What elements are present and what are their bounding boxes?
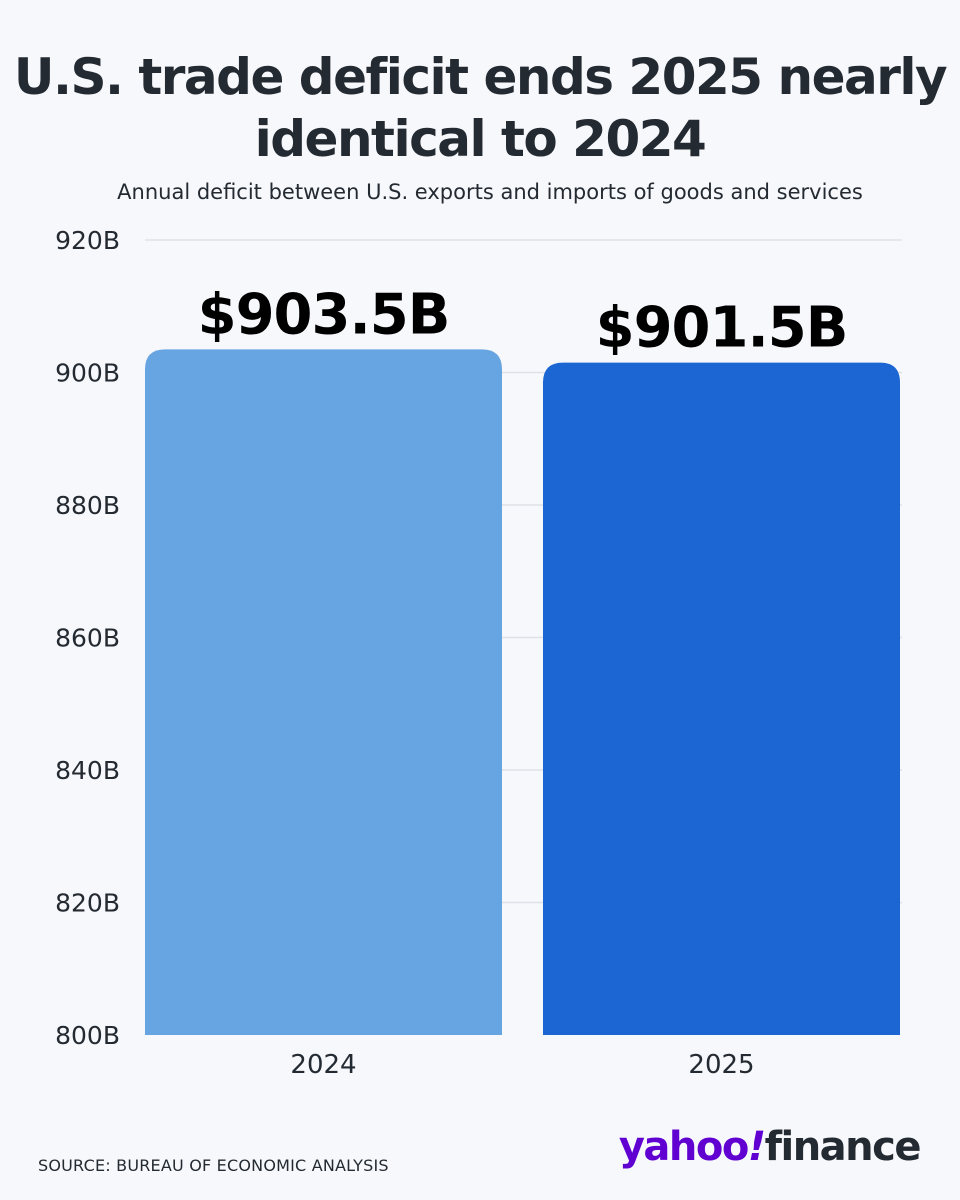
logo-finance: finance bbox=[764, 1124, 922, 1170]
x-tick-label-2025: 2025 bbox=[688, 1050, 754, 1080]
bar-2025 bbox=[543, 362, 900, 1035]
chart-subtitle: Annual deficit between U.S. exports and … bbox=[117, 180, 863, 204]
y-tick-label: 800B bbox=[55, 1021, 120, 1050]
yahoo-finance-logo: yahoo!finance bbox=[618, 1124, 922, 1170]
y-tick-label: 820B bbox=[55, 889, 120, 918]
bar-2024 bbox=[145, 349, 502, 1035]
bar-chart: 800B 820B 840B 860B 880B 900B 920B $903.5B 2024 $… bbox=[55, 226, 902, 1080]
logo-bang: ! bbox=[747, 1124, 766, 1170]
chart-title-text: U.S. trade deficit ends 2025 nearly iden… bbox=[13, 48, 948, 168]
data-label-2025: $901.5B bbox=[596, 296, 848, 361]
y-tick-label: 840B bbox=[55, 756, 120, 785]
y-tick-label: 900B bbox=[55, 359, 120, 388]
x-tick-label-2024: 2024 bbox=[290, 1050, 356, 1080]
source-note: SOURCE: BUREAU OF ECONOMIC ANALYSIS bbox=[38, 1156, 389, 1175]
logo-yahoo: yahoo bbox=[618, 1124, 750, 1170]
chart-title: U.S. trade deficit ends 2025 nearly iden… bbox=[0, 46, 960, 170]
y-tick-label: 860B bbox=[55, 624, 120, 653]
y-tick-label: 880B bbox=[55, 491, 120, 520]
data-label-2024: $903.5B bbox=[198, 282, 450, 347]
y-tick-label: 920B bbox=[55, 226, 120, 255]
